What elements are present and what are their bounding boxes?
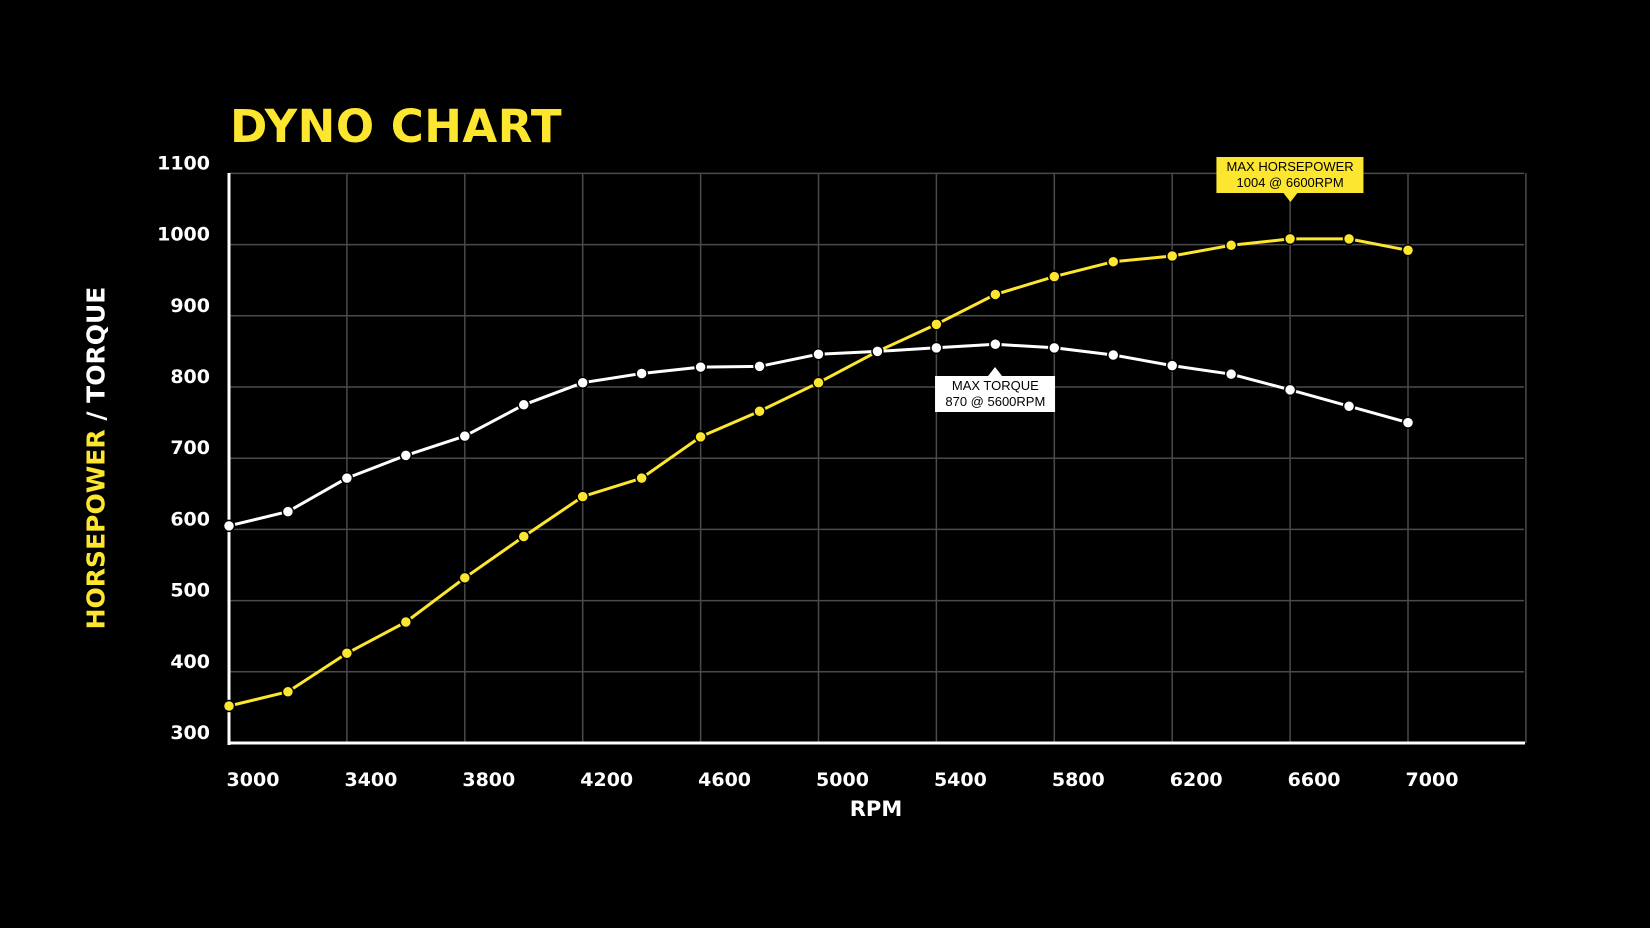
data-point-torque: [222, 519, 236, 533]
y-axis-label-separator: /: [81, 402, 111, 430]
y-tick-label: 1000: [157, 224, 210, 246]
data-point-horsepower: [281, 685, 295, 698]
x-tick-label: 3000: [227, 769, 280, 791]
data-point-horsepower: [1342, 232, 1356, 246]
y-tick-label: 1100: [157, 152, 210, 174]
axis-layer: [227, 173, 1525, 745]
data-point-torque: [930, 341, 943, 355]
data-point-torque: [1048, 341, 1061, 355]
data-point-torque: [871, 345, 884, 358]
max-torque-callout: MAX TORQUE 870 @ 5600RPM: [935, 376, 1056, 413]
data-point-torque: [635, 367, 648, 380]
chart-title: DYNO CHART: [230, 100, 563, 153]
data-point-horsepower: [635, 471, 648, 485]
data-point-torque: [812, 347, 825, 361]
x-tick-label: 5800: [1052, 769, 1105, 791]
x-tick-label: 4600: [698, 769, 751, 791]
x-axis-label: RPM: [849, 797, 903, 821]
y-tick-labels: 300 400 500 600 700 800 900 1000 1100: [157, 152, 210, 744]
data-point-torque: [753, 360, 766, 373]
max-torque-callout-value: 870 @ 5600RPM: [945, 394, 1046, 410]
data-point-torque: [694, 360, 707, 374]
data-point-horsepower: [458, 571, 472, 585]
x-tick-label: 5000: [816, 769, 869, 791]
data-point-torque: [340, 471, 354, 485]
data-point-horsepower: [753, 404, 766, 418]
max-horsepower-callout: MAX HORSEPOWER 1004 @ 6600RPM: [1216, 156, 1364, 193]
grid-layer: [228, 172, 1527, 744]
data-point-horsepower: [399, 615, 413, 629]
y-tick-label: 400: [170, 651, 210, 673]
series-layer: [222, 232, 1415, 713]
data-point-torque: [1224, 367, 1238, 381]
data-point-torque: [1342, 399, 1356, 413]
data-point-horsepower: [340, 647, 354, 660]
data-point-torque: [517, 398, 530, 412]
max-horsepower-callout-value: 1004 @ 6600RPM: [1236, 174, 1344, 190]
x-tick-label: 6600: [1288, 769, 1341, 791]
data-point-horsepower: [989, 288, 1002, 301]
y-tick-label: 600: [170, 508, 210, 530]
series-torque: [222, 338, 1415, 533]
data-point-torque: [1283, 383, 1297, 397]
x-tick-label: 6200: [1170, 769, 1223, 791]
data-point-horsepower: [222, 699, 236, 713]
data-point-horsepower: [1224, 239, 1238, 252]
data-point-torque: [458, 429, 472, 443]
data-point-horsepower: [576, 490, 589, 503]
data-point-torque: [399, 449, 413, 462]
x-tick-label: 7000: [1406, 769, 1459, 791]
x-tick-label: 3400: [344, 769, 397, 791]
data-point-torque: [1401, 416, 1415, 429]
max-horsepower-callout-title: MAX HORSEPOWER: [1226, 158, 1354, 174]
x-tick-label: 4200: [580, 769, 633, 791]
data-point-torque: [576, 376, 589, 389]
data-point-torque: [281, 505, 295, 518]
data-point-horsepower: [812, 376, 825, 389]
y-tick-label: 900: [170, 295, 210, 317]
data-point-horsepower: [1107, 255, 1120, 268]
x-tick-labels: 3000 3400 3800 4200 4600 5000 5400 5800 6200 6600…: [227, 769, 1459, 791]
y-tick-label: 800: [170, 366, 210, 388]
data-point-horsepower: [517, 530, 530, 543]
x-tick-label: 5400: [934, 769, 987, 791]
y-tick-label: 700: [170, 437, 210, 459]
data-point-torque: [1165, 359, 1179, 372]
y-tick-label: 300: [170, 722, 210, 744]
data-point-horsepower: [694, 430, 707, 444]
y-tick-label: 500: [170, 580, 210, 602]
x-tick-label: 3800: [462, 769, 515, 791]
y-axis-label: HORSEPOWER / TORQUE: [82, 287, 111, 630]
data-point-horsepower: [1048, 270, 1061, 283]
data-point-horsepower: [1283, 232, 1297, 246]
y-axis-label-horsepower: HORSEPOWER: [81, 429, 111, 630]
y-axis-label-torque: TORQUE: [81, 286, 111, 403]
data-point-torque: [989, 338, 1002, 351]
data-point-torque: [1107, 348, 1120, 362]
data-point-horsepower: [1401, 244, 1415, 257]
data-point-horsepower: [1165, 249, 1179, 263]
max-torque-callout-title: MAX TORQUE: [951, 378, 1039, 394]
data-point-horsepower: [930, 318, 943, 331]
